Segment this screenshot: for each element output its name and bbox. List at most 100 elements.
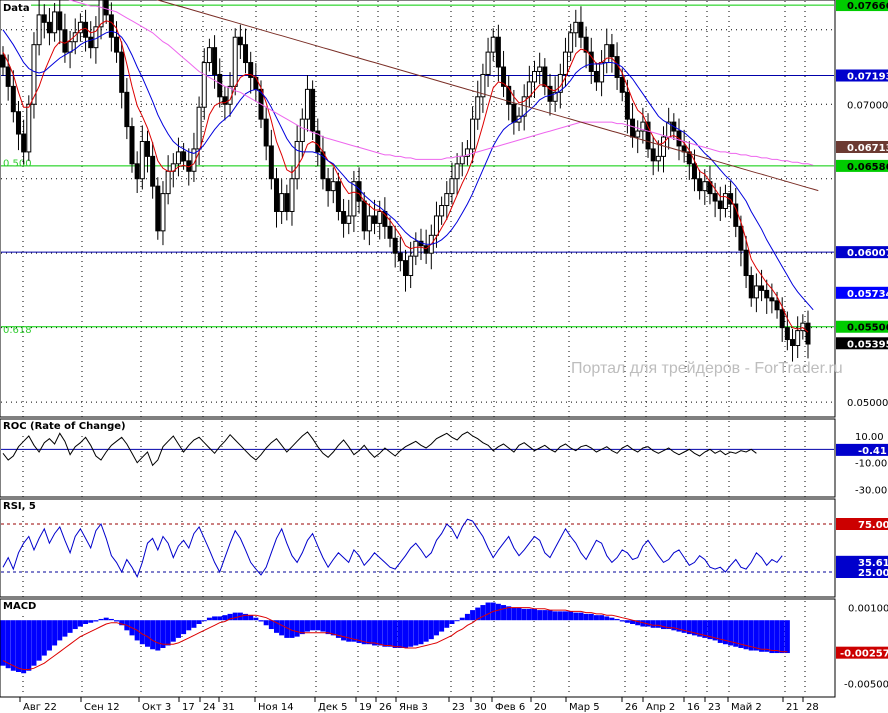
macd-bar — [284, 620, 290, 638]
candle-down — [748, 275, 754, 299]
candle-up — [165, 170, 171, 195]
macd-bar — [144, 620, 150, 647]
candle-up — [552, 91, 558, 102]
macd-bar — [273, 620, 279, 633]
roc-tick: -10.00 — [855, 459, 887, 470]
roc-pane[interactable] — [0, 418, 836, 498]
price-tag — [836, 140, 888, 153]
candle-up — [52, 11, 58, 34]
x-tick-label: 26 — [625, 702, 638, 713]
candle-down — [361, 200, 367, 232]
candle-down — [583, 36, 589, 53]
x-tick-label: 19 — [359, 702, 372, 713]
candle-down — [630, 118, 636, 138]
macd-bar — [573, 612, 579, 621]
macd-bar — [454, 620, 460, 622]
macd-bar — [635, 620, 641, 626]
x-tick-label: Май 2 — [731, 702, 762, 713]
rsi-25-tag — [836, 566, 888, 578]
candle-up — [175, 151, 181, 165]
candle-down — [609, 44, 615, 58]
macd-bar — [160, 620, 166, 648]
roc-title: ROC (Rate of Change) — [3, 421, 126, 432]
macd-bar — [248, 615, 254, 621]
candle-down — [542, 66, 548, 87]
price-axis: 0.07000 0.05000 0.07666 0.07193 0.06713 0.065… — [836, 0, 888, 690]
macd-bar — [428, 620, 434, 640]
candle-down — [691, 163, 697, 180]
x-tick-label: 20 — [534, 702, 547, 713]
ma-magenta-line — [68, 0, 814, 166]
price-tag-label: 0.05734 — [847, 289, 888, 300]
time-axis: Авг 22 Сен 12 Окт 3 17 24 31 Ноя 14 Дек 5 19 26 Ян… — [19, 697, 819, 713]
candle-up — [201, 62, 207, 108]
candle-up — [562, 51, 568, 75]
macd-bar — [748, 620, 754, 651]
candle-down — [144, 140, 150, 157]
candle-down — [769, 297, 775, 302]
candle-down — [717, 200, 723, 210]
candle-down — [764, 289, 770, 299]
macd-bar — [227, 613, 233, 621]
candle-down — [341, 210, 347, 224]
price-tag-label: 0.07193 — [847, 72, 888, 83]
macd-bar — [196, 620, 202, 624]
macd-bar — [604, 616, 610, 621]
macd-bar — [769, 620, 775, 654]
roc-title-bg — [1, 420, 116, 432]
candle-down — [155, 185, 161, 232]
macd-bar — [304, 620, 310, 632]
macd-signal-line — [2, 607, 788, 670]
macd-bar — [532, 608, 538, 621]
rsi-pane[interactable] — [0, 498, 836, 598]
macd-bar — [630, 620, 636, 624]
main-pane[interactable] — [0, 0, 836, 418]
price-tag-label: 0.07666 — [847, 1, 888, 12]
macd-bar — [640, 620, 646, 627]
macd-bar — [372, 620, 378, 646]
macd-bar — [392, 620, 398, 648]
candle-down — [733, 203, 739, 227]
macd-bar — [557, 611, 563, 621]
candle-down — [506, 85, 512, 105]
candle-down — [511, 103, 517, 123]
macd-bar — [418, 620, 424, 645]
roc-series — [1, 431, 834, 467]
candle-up — [470, 118, 476, 150]
x-tick-label: Фев 6 — [495, 702, 525, 713]
macd-bar — [655, 620, 661, 628]
candle-up — [294, 140, 300, 180]
macd-bar — [330, 620, 336, 636]
macd-bar — [263, 620, 269, 626]
main-title: Data — [3, 3, 30, 14]
macd-bar — [57, 620, 63, 641]
candle-down — [212, 47, 218, 75]
roc-tick: 10.00 — [855, 432, 884, 443]
candle-down — [619, 76, 625, 93]
candle-up — [475, 96, 481, 120]
x-tick-label: Ноя 14 — [258, 702, 294, 713]
macd-bar — [712, 620, 718, 641]
macd-bar — [403, 620, 408, 648]
macd-bar — [21, 620, 27, 674]
macd-bar — [599, 615, 605, 621]
candle-down — [243, 44, 249, 64]
macd-bar — [464, 613, 470, 621]
candle-down — [129, 126, 135, 165]
macd-bar — [279, 620, 285, 636]
macd-bar — [552, 611, 558, 621]
macd-bar — [310, 620, 316, 631]
macd-bar — [93, 620, 99, 622]
macd-bar — [139, 620, 145, 645]
macd-bar — [686, 620, 692, 635]
candle-up — [330, 181, 336, 192]
candle-down — [150, 155, 156, 187]
candle-down — [588, 51, 594, 72]
candle-up — [160, 193, 166, 232]
candle-down — [62, 29, 68, 53]
x-tick-label: 30 — [474, 702, 487, 713]
macd-bar — [511, 607, 517, 621]
ma-blue-line — [2, 29, 814, 311]
macd-bar — [341, 620, 347, 641]
price-series: 0.500 0.618 — [0, 0, 834, 362]
